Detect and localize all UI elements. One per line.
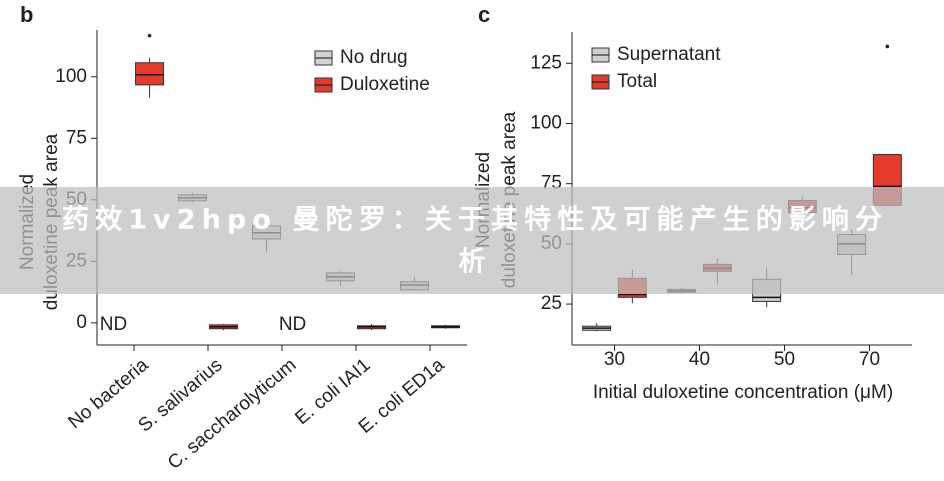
outlier — [147, 33, 152, 38]
y-tick-label: 100 — [55, 66, 87, 87]
legend-label: No drug — [340, 47, 408, 68]
watermark: 搜狐号@美格基因 — [786, 451, 922, 471]
x-tick-label: 70 — [859, 349, 880, 370]
legend-label: Duloxetine — [340, 74, 430, 95]
annotation: ND — [279, 314, 306, 335]
x-tick-label: 30 — [604, 349, 625, 370]
banner-bg — [0, 187, 944, 294]
banner-text-wrap: 析 — [459, 247, 486, 278]
y-tick-label: 75 — [66, 127, 87, 148]
y-tick-label: 25 — [541, 293, 562, 314]
panel-label: c — [478, 2, 490, 27]
legend-label: Supernatant — [617, 44, 721, 65]
x-tick-label: 50 — [774, 349, 795, 370]
x-axis-label: Initial duloxetine concentration (μM) — [593, 382, 893, 403]
outlier — [885, 44, 890, 49]
x-tick-label: 40 — [689, 349, 710, 370]
y-tick-label: 125 — [530, 52, 562, 73]
legend-label: Total — [617, 71, 657, 92]
y-tick-label: 100 — [530, 113, 562, 134]
y-tick-label: 0 — [76, 312, 87, 333]
banner-text: 药效1v2hpo 曼陀罗：关于其特性及可能产生的影响分 — [62, 204, 882, 236]
box — [135, 62, 165, 86]
annotation: ND — [100, 314, 127, 335]
x-tick-label: C. saccharolyticum — [164, 355, 300, 474]
panel-label: b — [20, 2, 33, 27]
